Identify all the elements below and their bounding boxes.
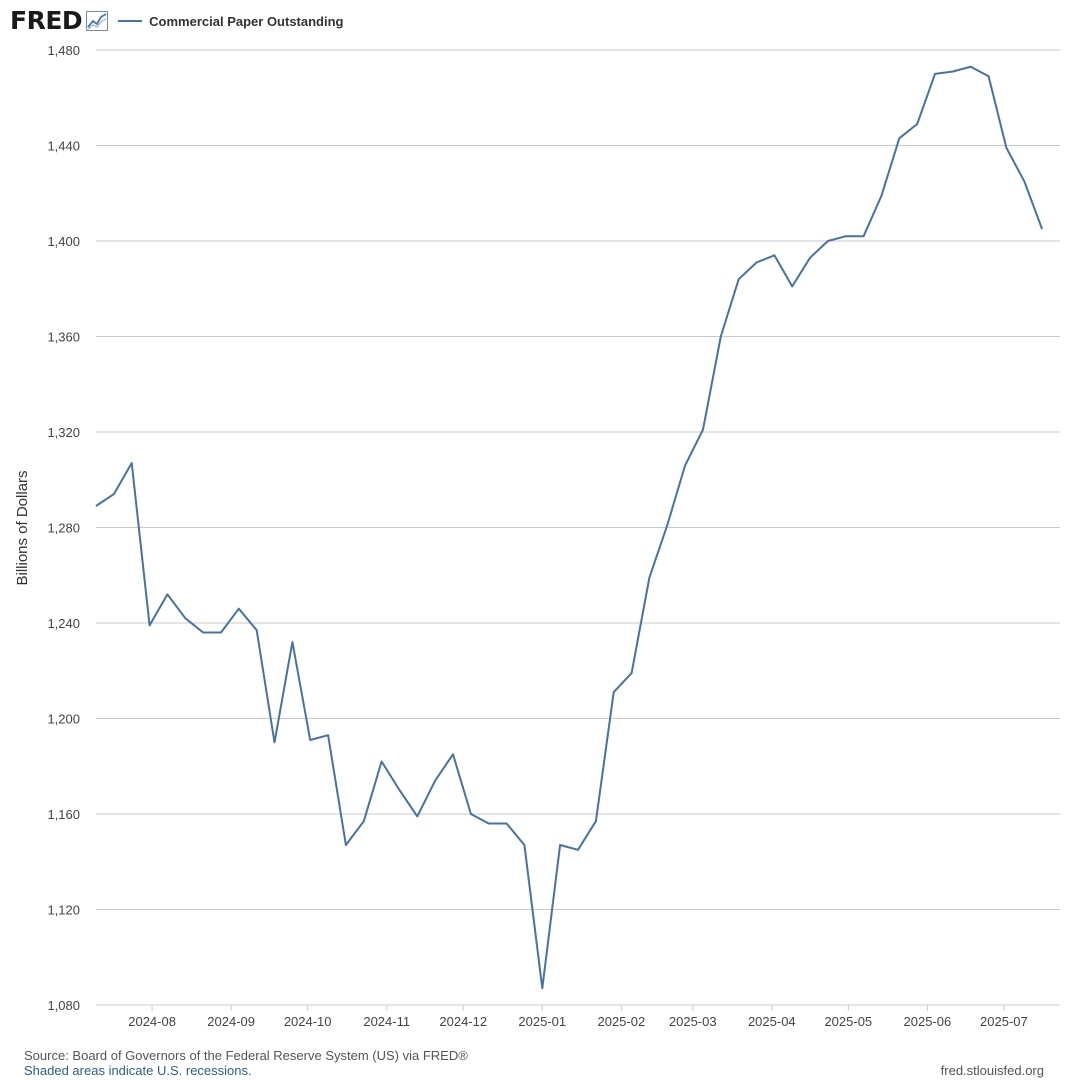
series-line: [95, 65, 1044, 990]
site-link[interactable]: fred.stlouisfed.org: [940, 1063, 1044, 1078]
x-tick-label: 2025-01: [518, 1014, 566, 1029]
chart-header: FRED Commercial Paper Outstanding: [10, 6, 344, 36]
data-point: [613, 691, 615, 693]
y-tick-label: 1,200: [47, 712, 80, 727]
x-tick-label: 2025-07: [980, 1014, 1028, 1029]
data-point: [773, 254, 775, 256]
data-point: [988, 75, 990, 77]
footer-notes: Source: Board of Governors of the Federa…: [24, 1048, 468, 1078]
data-point: [149, 624, 151, 626]
data-point: [220, 632, 222, 634]
x-tick-label: 2025-04: [748, 1014, 796, 1029]
data-point: [756, 262, 758, 264]
data-point: [1023, 180, 1025, 182]
x-axis-ticks: 2024-08 2024-09 2024-10 2024-11 2024-12 2025-…: [128, 1005, 1028, 1029]
data-point: [452, 753, 454, 755]
data-point: [523, 844, 525, 846]
y-tick-label: 1,360: [47, 330, 80, 345]
data-point: [845, 235, 847, 237]
data-point: [970, 66, 972, 68]
data-point: [934, 73, 936, 75]
data-point: [666, 524, 668, 526]
chart-legend[interactable]: Commercial Paper Outstanding: [118, 13, 344, 29]
data-point: [506, 823, 508, 825]
gridlines: [96, 49, 1060, 910]
data-point: [131, 462, 133, 464]
legend-swatch: [118, 20, 143, 22]
fred-logo[interactable]: FRED: [10, 6, 83, 35]
data-point: [881, 195, 883, 197]
data-point: [1041, 228, 1043, 230]
y-tick-label: 1,480: [47, 43, 80, 58]
data-point: [488, 823, 490, 825]
x-tick-label: 2025-02: [597, 1014, 645, 1029]
data-point: [256, 629, 258, 631]
data-point: [399, 789, 401, 791]
data-point: [631, 672, 633, 674]
data-point: [738, 278, 740, 280]
y-tick-label: 1,400: [47, 234, 80, 249]
data-point: [827, 240, 829, 242]
data-point: [916, 123, 918, 125]
y-tick-label: 1,440: [47, 139, 80, 154]
data-point: [559, 844, 561, 846]
data-point: [345, 844, 347, 846]
data-point: [274, 741, 276, 743]
data-point: [470, 813, 472, 815]
x-tick-label: 2025-05: [824, 1014, 872, 1029]
y-tick-label: 1,160: [47, 807, 80, 822]
data-point: [791, 285, 793, 287]
data-point: [434, 780, 436, 782]
x-tick-label: 2024-08: [128, 1014, 176, 1029]
data-point: [577, 849, 579, 851]
data-point: [952, 71, 954, 73]
data-point: [95, 505, 97, 507]
y-axis-ticks: 1,080 1,120 1,160 1,200 1,240 1,280 1,320 1,360…: [47, 43, 80, 1013]
data-point: [1005, 147, 1007, 149]
data-point: [809, 257, 811, 259]
y-axis-label: Billions of Dollars: [14, 470, 31, 585]
data-point: [416, 815, 418, 817]
data-point: [309, 739, 311, 741]
source-note: Source: Board of Governors of the Federa…: [24, 1048, 468, 1063]
data-point: [363, 820, 365, 822]
y-tick-label: 1,120: [47, 903, 80, 918]
data-point: [381, 761, 383, 763]
legend-label: Commercial Paper Outstanding: [149, 13, 344, 29]
y-tick-label: 1,080: [47, 998, 80, 1013]
x-tick-label: 2024-09: [207, 1014, 255, 1029]
data-point: [898, 137, 900, 139]
x-tick-label: 2025-03: [669, 1014, 717, 1029]
data-point: [291, 641, 293, 643]
data-point: [327, 734, 329, 736]
data-point: [648, 577, 650, 579]
x-tick-label: 2025-06: [904, 1014, 952, 1029]
data-point: [166, 593, 168, 595]
y-tick-label: 1,320: [47, 425, 80, 440]
data-point: [863, 235, 865, 237]
data-point: [720, 336, 722, 338]
data-point: [238, 608, 240, 610]
trend-graph-icon: [86, 11, 109, 31]
data-point: [595, 820, 597, 822]
data-point: [113, 493, 115, 495]
recession-note[interactable]: Shaded areas indicate U.S. recessions.: [24, 1063, 252, 1078]
data-point: [702, 429, 704, 431]
line-chart: 1,080 1,120 1,160 1,200 1,240 1,280 1,320 1,360…: [14, 43, 1060, 1029]
y-tick-label: 1,240: [47, 616, 80, 631]
y-tick-label: 1,280: [47, 521, 80, 536]
data-point: [684, 464, 686, 466]
data-point: [202, 632, 204, 634]
x-tick-label: 2024-11: [363, 1014, 410, 1029]
series-layer: [95, 65, 1044, 990]
x-tick-label: 2024-10: [284, 1014, 332, 1029]
x-tick-label: 2024-12: [439, 1014, 487, 1029]
data-point: [541, 987, 543, 989]
data-point: [184, 617, 186, 619]
